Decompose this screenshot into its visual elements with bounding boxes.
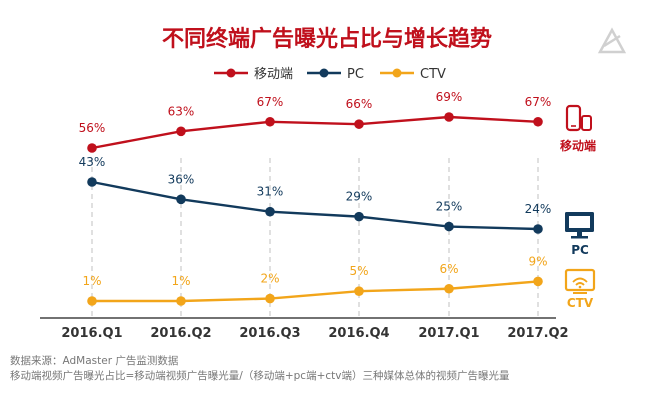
series-1-point-3 [354,211,364,222]
series-2-data-label-0: 1% [82,274,101,288]
series-2-point-4 [444,283,454,294]
series-2-point-1 [176,296,186,306]
series-1: 43% 36% 31% 29% 25% 24% [79,155,552,234]
series-2-data-label-1: 1% [171,274,190,288]
watermark-logo-icon [597,27,627,54]
series-2-point-2 [265,293,275,304]
series-0-data-label-0: 56% [79,121,106,135]
series-1-point-5 [533,224,543,234]
series-0-point-0 [87,143,97,153]
series-line-2 [92,280,539,303]
x-tick-label-3: 2016.Q4 [328,326,389,341]
series-0-data-label-3: 66% [346,97,373,111]
series-0-point-2 [265,116,275,127]
series-0-data-label-2: 67% [257,95,284,109]
series-2-point-0 [87,296,97,306]
x-tick-label-4: 2017.Q1 [418,326,479,341]
phone-tablet-icon [565,104,592,132]
series-2-point-3 [354,286,364,297]
series-0-point-3 [354,119,364,129]
tv-wifi-icon [564,268,596,294]
series-line-0 [91,115,539,150]
series-0: 56% 63% 67% 66% 69% 67% [79,90,552,153]
x-tick-label-1: 2016.Q2 [150,326,211,341]
ctv-icon-label: CTV [567,296,594,310]
series-1-point-1 [176,194,186,205]
series-line-1 [91,180,539,231]
series-1-data-label-4: 25% [436,200,463,214]
legend-marker-2 [392,68,402,78]
x-tick-label-5: 2017.Q2 [507,326,568,341]
series-1-data-label-5: 24% [525,202,552,216]
mobile-icon-label: 移动端 [560,138,596,153]
legend-marker-1 [319,68,329,78]
series-0-data-label-1: 63% [168,104,195,118]
x-axis-ticks: 2016.Q1 2016.Q2 2016.Q3 2016.Q4 2017.Q1 2017.… [61,326,568,341]
source-line-1: 数据来源：AdMaster 广告监测数据 [10,354,179,367]
legend: 移动端 PC CTV [214,67,446,82]
legend-label-0: 移动端 [254,67,293,82]
series-2-data-label-2: 2% [260,272,279,286]
series-0-point-4 [444,112,454,122]
series-0-point-5 [533,116,543,127]
series-2-data-label-5: 9% [528,254,547,268]
pc-icon-label: PC [571,243,589,257]
legend-label-2: CTV [420,67,446,82]
x-tick-label-2: 2016.Q3 [239,326,300,341]
legend-label-1: PC [347,67,364,82]
series-1-point-4 [444,221,454,232]
x-tick-label-0: 2016.Q1 [61,326,122,341]
chart-title: 不同终端广告曝光占比与增长趋势 [162,26,492,52]
series-0-point-1 [176,126,186,137]
series-0-data-label-5: 67% [525,95,552,109]
series-1-point-2 [265,206,275,217]
series-1-point-0 [87,177,97,187]
series-layer: 56%63%67% 66%69% 67%43%36%31% 29%25% 24%1% 1%… [79,90,552,306]
series-1-data-label-1: 36% [168,172,195,186]
series-2-data-label-4: 6% [439,262,458,276]
series-0-data-label-4: 69% [436,90,463,104]
monitor-icon [565,212,594,239]
series-2: 1% 1% 2% 5% 6% 9% [82,254,548,306]
series-2-data-label-3: 5% [349,264,368,278]
series-1-data-label-0: 43% [79,155,106,169]
legend-marker-0 [226,68,236,78]
series-1-data-label-3: 29% [346,190,373,204]
series-2-point-5 [533,276,543,287]
series-1-data-label-2: 31% [257,185,284,199]
source-line-2: 移动端视频广告曝光占比=移动端视频广告曝光量/（移动端+pc端+ctv端）三种媒… [10,369,510,382]
